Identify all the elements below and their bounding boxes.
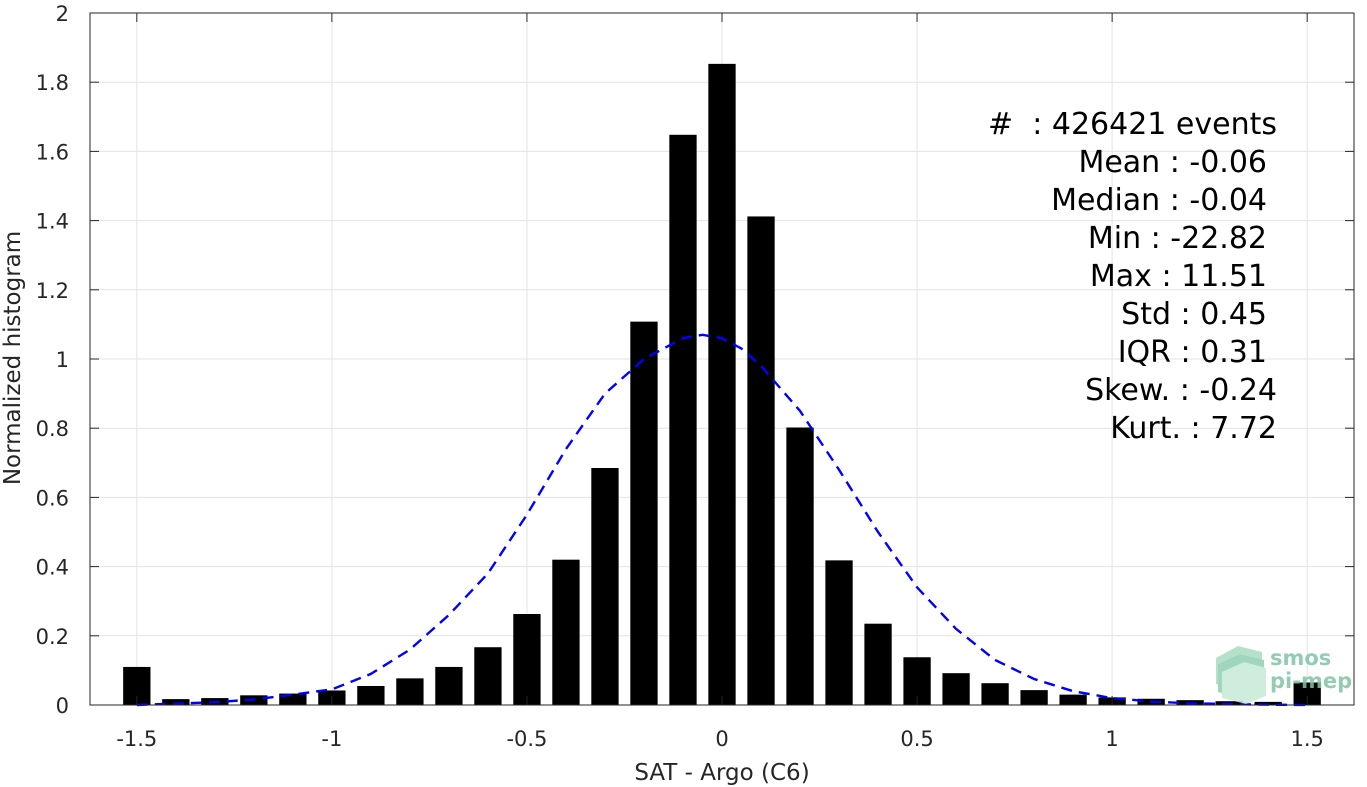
logo-waves-icon — [1216, 646, 1266, 704]
stat-mean: Mean : -0.06 — [1078, 145, 1267, 180]
y-axis-label: Normalized histogram — [0, 231, 26, 485]
stat-median: Median : -0.04 — [1051, 183, 1267, 218]
histogram-bar — [786, 427, 814, 705]
y-tick-label: 1.2 — [36, 279, 69, 303]
histogram-bar — [1254, 701, 1282, 705]
stat-skewness: Skew. : -0.24 — [1085, 373, 1277, 408]
histogram-bar — [591, 467, 619, 705]
y-tick-label: 1.4 — [36, 210, 69, 234]
normal-fit-curve — [136, 333, 1308, 707]
y-tick-label: 0.8 — [36, 417, 69, 441]
histogram-bar — [708, 63, 736, 705]
y-tick-label: 0.2 — [36, 625, 69, 649]
x-tick-label: -1 — [321, 727, 342, 751]
histogram-bar — [1293, 682, 1321, 705]
histogram-bar — [669, 134, 697, 706]
histogram-bar — [864, 623, 892, 705]
stat-iqr: IQR : 0.31 — [1118, 335, 1267, 370]
y-tick-label: 0.6 — [36, 486, 69, 510]
y-tick-label: 1.6 — [36, 140, 69, 164]
stat-min: Min : -22.82 — [1088, 221, 1267, 256]
histogram-bar — [552, 559, 580, 705]
histogram-bar — [1020, 690, 1048, 705]
statistics-box: # : 426421 events Mean : -0.06 Median : … — [988, 107, 1277, 446]
x-tick-label: 0 — [715, 727, 728, 751]
y-tick-label: 2 — [56, 2, 69, 26]
histogram-bar — [981, 683, 1009, 705]
stat-std: Std : 0.45 — [1121, 297, 1267, 332]
x-tick-labels: -1.5 -1 -0.5 0 0.5 1 1.5 — [116, 727, 1324, 751]
stat-events: # : 426421 events — [988, 107, 1277, 142]
x-tick-label: 1 — [1105, 727, 1118, 751]
histogram-bar — [162, 699, 190, 705]
histogram-bar — [747, 216, 775, 705]
histogram-bar — [825, 560, 853, 705]
y-tick-labels: 0 0.2 0.4 0.6 0.8 1 1.2 1.4 1.6 1.8 2 — [36, 2, 69, 718]
y-tick-label: 1 — [56, 348, 69, 372]
logo-text-smos: smos — [1270, 646, 1331, 670]
histogram-bar — [396, 678, 424, 705]
logo-text-pimep: pi-mep — [1270, 669, 1352, 693]
axis-ticks — [90, 12, 1354, 706]
histogram-bar — [435, 666, 463, 705]
x-axis-label: SAT - Argo (C6) — [634, 760, 809, 786]
histogram-bar — [474, 647, 502, 705]
histogram-bar — [279, 693, 307, 705]
y-tick-label: 1.8 — [36, 71, 69, 95]
x-tick-label: -0.5 — [506, 727, 547, 751]
smos-pimep-logo: smos pi-mep — [1216, 646, 1352, 704]
histogram-bar — [630, 321, 658, 705]
stat-max: Max : 11.51 — [1090, 259, 1267, 294]
x-tick-label: 0.5 — [900, 727, 933, 751]
x-tick-label: -1.5 — [116, 727, 157, 751]
histogram-bar — [357, 685, 385, 705]
x-tick-label: 1.5 — [1290, 727, 1323, 751]
y-tick-label: 0.4 — [36, 556, 69, 580]
histogram-bar — [942, 673, 970, 705]
histogram-bar — [513, 614, 541, 705]
stat-kurtosis: Kurt. : 7.72 — [1110, 411, 1277, 446]
histogram-bar — [1059, 694, 1087, 705]
y-tick-label: 0 — [56, 694, 69, 718]
